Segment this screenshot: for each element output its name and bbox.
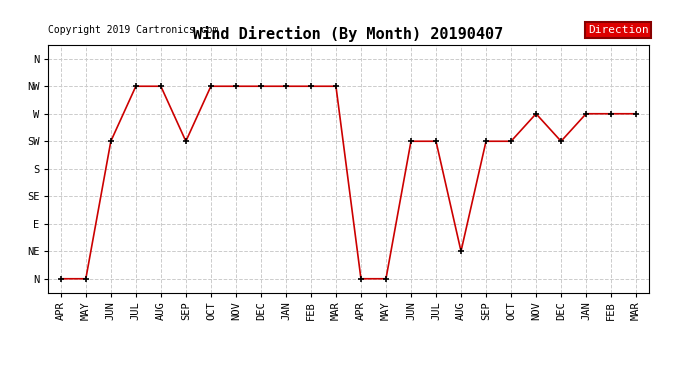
Title: Wind Direction (By Month) 20190407: Wind Direction (By Month) 20190407: [193, 27, 504, 42]
Text: Copyright 2019 Cartronics.com: Copyright 2019 Cartronics.com: [48, 25, 219, 35]
Text: Direction: Direction: [588, 25, 649, 35]
